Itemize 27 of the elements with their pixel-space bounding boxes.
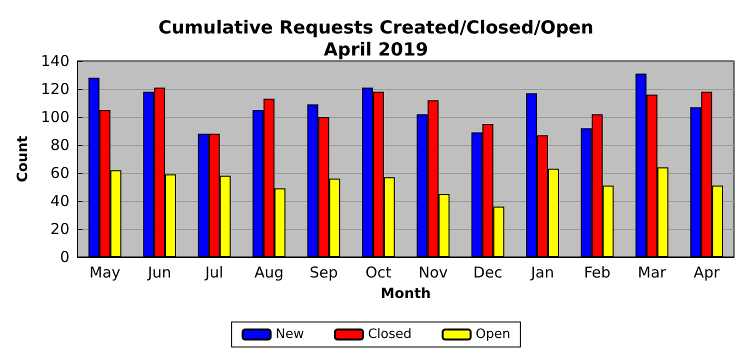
x-tick-label: Jun bbox=[146, 264, 172, 282]
x-tick-label: Feb bbox=[584, 264, 611, 282]
y-axis-title: Count bbox=[15, 135, 31, 182]
x-tick-label: Mar bbox=[638, 264, 667, 282]
x-axis-title: Month bbox=[380, 286, 431, 302]
chart-subtitle: April 2019 bbox=[324, 40, 428, 60]
x-tick-label: May bbox=[89, 264, 121, 282]
chart-title: Cumulative Requests Created/Closed/Open bbox=[158, 18, 594, 38]
legend-label: New bbox=[276, 327, 304, 342]
x-tick-label: Jan bbox=[530, 264, 554, 282]
x-tick-label: Nov bbox=[418, 264, 448, 282]
y-tick-label: 20 bbox=[50, 220, 70, 238]
y-tick-label: 120 bbox=[40, 80, 70, 98]
y-tick-label: 80 bbox=[50, 136, 70, 154]
legend-label: Closed bbox=[368, 327, 412, 342]
y-tick-label: 60 bbox=[50, 164, 70, 182]
x-tick-label: Oct bbox=[365, 264, 392, 282]
y-tick-label: 40 bbox=[50, 192, 70, 210]
x-tick-label: Aug bbox=[254, 264, 284, 282]
y-tick-label: 0 bbox=[60, 248, 70, 266]
y-tick-label: 100 bbox=[40, 108, 70, 126]
x-tick-label: Jul bbox=[204, 264, 224, 282]
legend-label: Open bbox=[476, 327, 510, 342]
x-tick-label: Sep bbox=[310, 264, 338, 282]
x-tick-label: Dec bbox=[473, 264, 502, 282]
x-tick-label: Apr bbox=[694, 264, 720, 282]
y-tick-label: 140 bbox=[40, 52, 70, 70]
